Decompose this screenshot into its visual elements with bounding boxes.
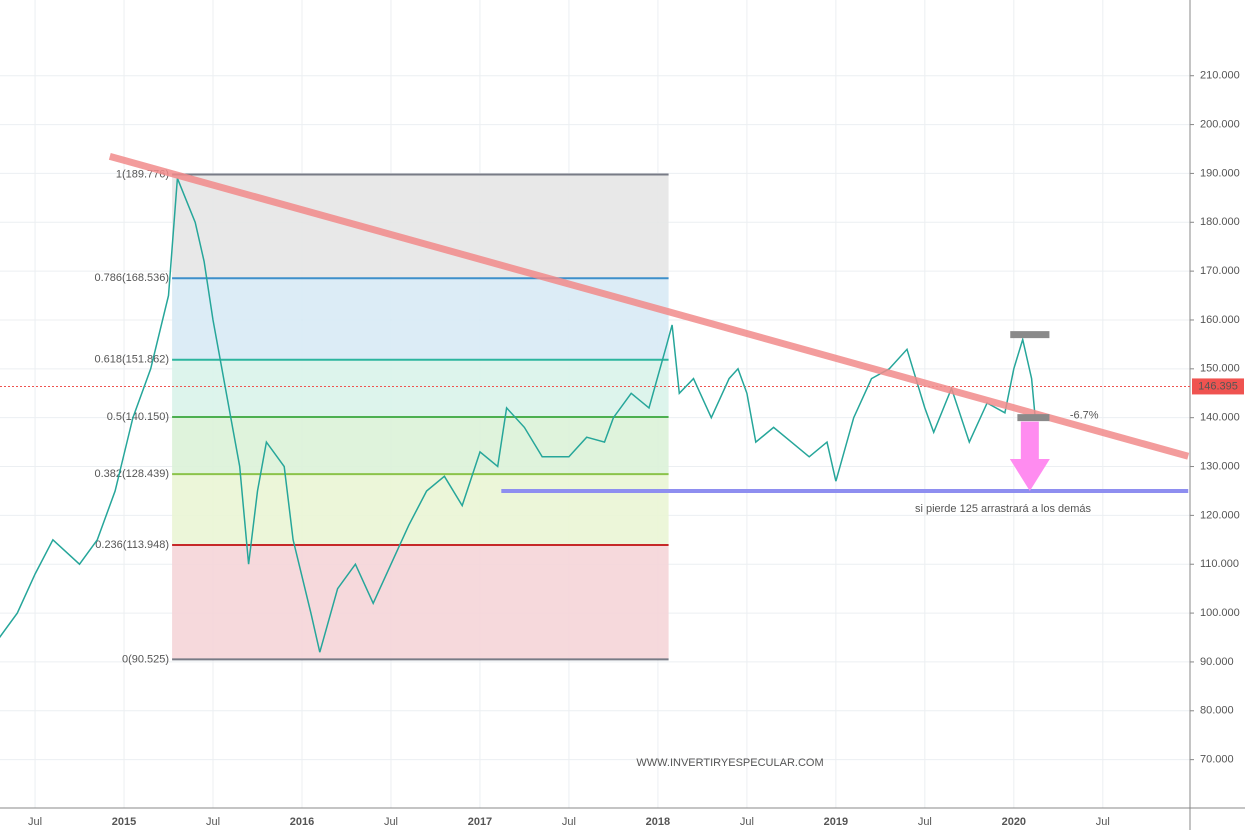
y-tick-label: 130.000: [1200, 460, 1240, 472]
fib-zone: [172, 544, 669, 660]
y-tick-label: 180.000: [1200, 216, 1240, 228]
y-tick-label: 140.000: [1200, 412, 1240, 424]
trendline: [108, 152, 1190, 460]
price-badge: [1192, 378, 1244, 395]
y-tick-label: 100.000: [1200, 607, 1240, 619]
x-tick-label: 2017: [468, 816, 492, 828]
fib-zone: [172, 359, 669, 417]
fib-label: 0.236(113.948): [95, 539, 169, 551]
fib-label: 0.382(128.439): [94, 468, 169, 480]
x-tick-label: Jul: [206, 816, 220, 828]
watermark: WWW.INVERTIRYESPECULAR.COM: [636, 757, 823, 769]
y-tick-label: 210.000: [1200, 70, 1240, 82]
y-tick-label: 80.000: [1200, 705, 1234, 717]
y-tick-label: 150.000: [1200, 363, 1240, 375]
y-tick-label: 160.000: [1200, 314, 1240, 326]
fib-label: 0.5(140.150): [107, 411, 169, 423]
arrow: [1009, 421, 1050, 491]
y-tick-label: 70.000: [1200, 754, 1234, 766]
y-tick-label: 120.000: [1200, 509, 1240, 521]
x-tick-label: 2016: [290, 816, 314, 828]
x-tick-label: Jul: [562, 816, 576, 828]
x-tick-label: Jul: [740, 816, 754, 828]
x-tick-label: 2019: [824, 816, 848, 828]
price-badge-label: 146.395: [1198, 380, 1238, 392]
fib-label: 0.618(151.862): [94, 354, 169, 366]
y-tick-label: 200.000: [1200, 118, 1240, 130]
fib-zone: [172, 174, 669, 279]
x-tick-label: Jul: [918, 816, 932, 828]
x-tick-label: 2015: [112, 816, 136, 828]
price-line-series: [0, 178, 1036, 653]
fib-label: 0(90.525): [122, 653, 169, 665]
y-tick-label: 110.000: [1200, 558, 1239, 570]
y-tick-label: 190.000: [1200, 167, 1240, 179]
fib-zone: [172, 416, 669, 475]
fib-label: 0.786(168.536): [94, 272, 169, 284]
support-label: si pierde 125 arrastrará a los demás: [915, 503, 1092, 515]
y-tick-label: 170.000: [1200, 265, 1240, 277]
arrow-label: -6.7%: [1070, 410, 1099, 422]
x-tick-label: Jul: [384, 816, 398, 828]
x-tick-label: 2018: [646, 816, 670, 828]
y-tick-label: 90.000: [1200, 656, 1234, 668]
x-tick-label: 2020: [1002, 816, 1026, 828]
x-tick-label: Jul: [1096, 816, 1110, 828]
x-tick-label: Jul: [28, 816, 42, 828]
